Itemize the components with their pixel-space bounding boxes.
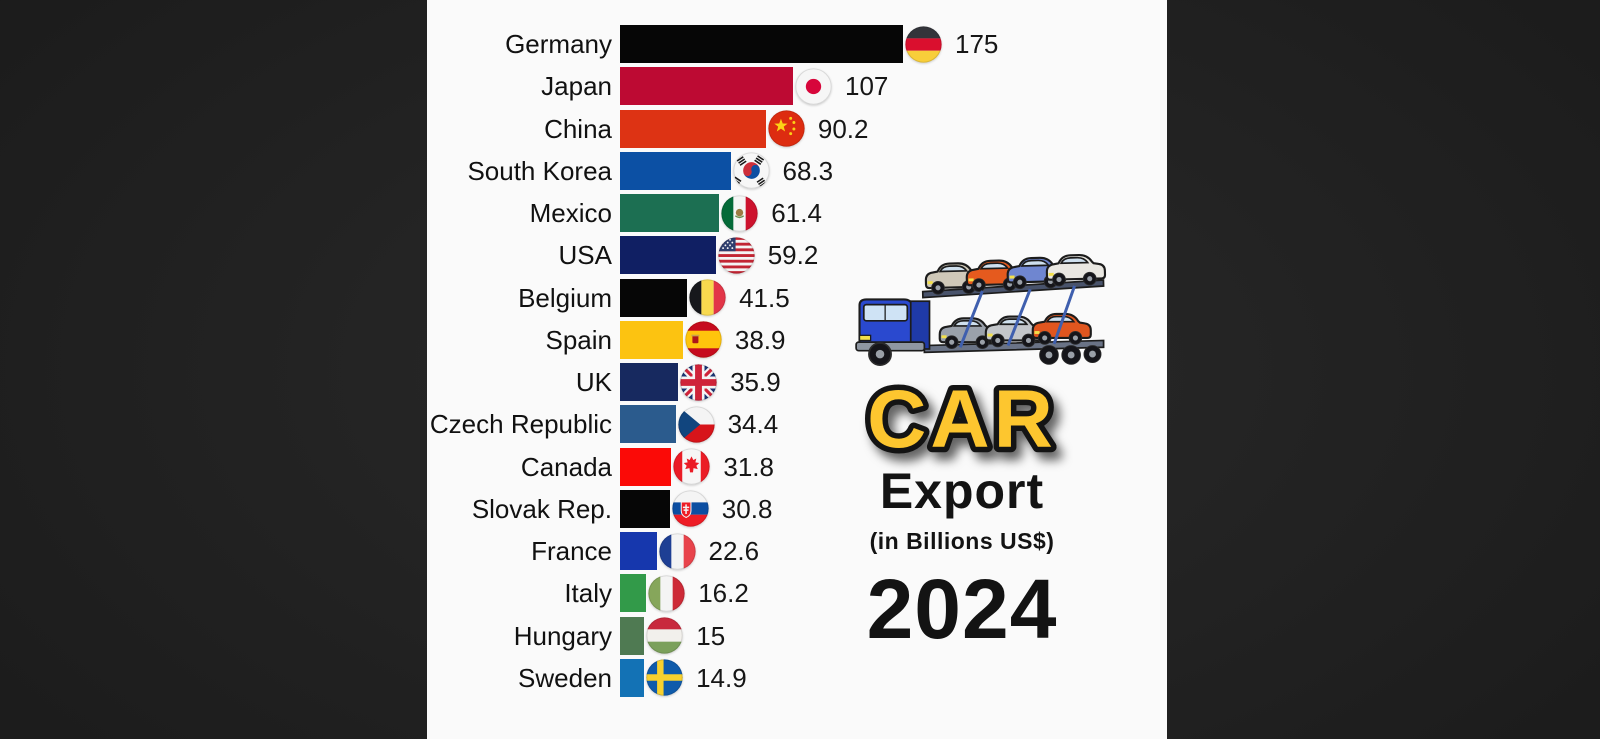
flag-spain-icon bbox=[685, 321, 722, 359]
flag-belgium-icon bbox=[689, 279, 726, 316]
bar-row-slovak-rep: Slovak Rep. 30.8 bbox=[427, 488, 1167, 530]
title-car-wordart: CAR bbox=[862, 369, 1059, 467]
value-label: 41.5 bbox=[739, 282, 790, 313]
country-label: Italy bbox=[564, 578, 612, 609]
bar-germany bbox=[620, 25, 903, 64]
flag-czech-republic-icon bbox=[677, 406, 715, 443]
bar-italy bbox=[620, 574, 647, 613]
value-label: 61.4 bbox=[771, 198, 822, 229]
bar-row-belgium: Belgium 41.5 bbox=[427, 277, 1167, 319]
bar-row-mexico: Mexico 61.4 bbox=[427, 192, 1167, 234]
flag-mexico-icon bbox=[721, 194, 758, 232]
bar-canada bbox=[620, 447, 672, 486]
bar-belgium bbox=[620, 278, 688, 317]
bar-row-italy: Italy 16.2 bbox=[427, 572, 1167, 614]
flag-uk-icon bbox=[680, 363, 717, 401]
value-label: 68.3 bbox=[782, 155, 834, 186]
car-carrier-truck-illustration bbox=[855, 254, 1107, 367]
bar-row-france: France 22.6 bbox=[427, 530, 1167, 572]
side-panel: CAR Export (in Billions US$) 2024 bbox=[797, 226, 1127, 651]
value-label: 22.6 bbox=[708, 536, 760, 567]
country-label: South Korea bbox=[467, 155, 612, 186]
value-label: 30.8 bbox=[721, 493, 773, 524]
unit-label: (in Billions US$) bbox=[869, 527, 1055, 554]
country-label: Spain bbox=[545, 324, 613, 355]
flag-slovakia-icon bbox=[672, 490, 709, 528]
country-label: USA bbox=[558, 240, 612, 271]
chart-canvas: Germany 175 Japan 107 China 90.2 South Korea 68… bbox=[427, 0, 1167, 739]
bar-france bbox=[620, 532, 657, 571]
bar-mexico bbox=[620, 194, 720, 233]
value-label: 35.9 bbox=[730, 367, 781, 398]
flag-germany-icon bbox=[905, 25, 942, 63]
bar-china bbox=[620, 109, 766, 148]
value-label: 16.2 bbox=[698, 578, 749, 609]
bar-row-china: China 90.2 bbox=[427, 108, 1167, 150]
country-label: Sweden bbox=[518, 662, 612, 693]
value-label: 38.9 bbox=[734, 324, 786, 355]
country-label: Mexico bbox=[529, 198, 612, 229]
bar-spain bbox=[620, 320, 683, 359]
flag-usa-icon bbox=[718, 237, 755, 274]
country-label: Czech Republic bbox=[429, 409, 612, 440]
bar-row-czech-republic: Czech Republic 34.4 bbox=[427, 403, 1167, 445]
flag-hungary-icon bbox=[646, 617, 683, 654]
bar-chart: Germany 175 Japan 107 China 90.2 South Korea 68… bbox=[427, 23, 1167, 699]
value-label: 14.9 bbox=[696, 662, 747, 693]
country-label: China bbox=[544, 113, 612, 144]
bar-row-sweden: Sweden 14.9 bbox=[427, 657, 1167, 699]
value-label: 175 bbox=[955, 29, 999, 60]
country-label: Hungary bbox=[513, 620, 612, 651]
bar-row-south-korea: South Korea 68.3 bbox=[427, 150, 1167, 192]
bar-row-uk: UK 35.9 bbox=[427, 361, 1167, 403]
bar-row-canada: Canada 31.8 bbox=[427, 446, 1167, 488]
country-label: France bbox=[531, 536, 612, 567]
flag-france-icon bbox=[658, 532, 696, 570]
country-label: UK bbox=[575, 367, 612, 398]
country-label: Belgium bbox=[518, 282, 612, 313]
value-label: 31.8 bbox=[723, 451, 774, 482]
country-label: Germany bbox=[505, 29, 612, 60]
flag-canada-icon bbox=[673, 448, 711, 485]
bar-row-japan: Japan 107 bbox=[427, 65, 1167, 107]
value-label: 107 bbox=[845, 71, 889, 102]
bar-czech-republic bbox=[620, 405, 676, 444]
bar-row-usa: USA 59.2 bbox=[427, 234, 1167, 276]
flag-china-icon bbox=[768, 110, 805, 147]
bar-row-hungary: Hungary 15 bbox=[427, 615, 1167, 657]
country-label: Japan bbox=[541, 71, 612, 102]
bar-slovak-rep bbox=[620, 489, 670, 528]
bar-usa bbox=[620, 236, 716, 275]
value-label: 59.2 bbox=[767, 240, 819, 271]
bar-hungary bbox=[620, 616, 645, 655]
title-car-text: CAR bbox=[867, 374, 1057, 465]
country-label: Canada bbox=[520, 451, 612, 482]
value-label: 15 bbox=[696, 620, 726, 651]
year-label: 2024 bbox=[866, 561, 1058, 656]
flag-italy-icon bbox=[648, 575, 685, 612]
bar-south-korea bbox=[620, 151, 731, 190]
bar-row-spain: Spain 38.9 bbox=[427, 319, 1167, 361]
flag-japan-icon bbox=[795, 68, 832, 105]
flag-sweden-icon bbox=[646, 659, 683, 697]
country-label: Slovak Rep. bbox=[471, 493, 612, 524]
value-label: 34.4 bbox=[727, 409, 779, 440]
bar-row-germany: Germany 175 bbox=[427, 23, 1167, 65]
title-export: Export bbox=[879, 463, 1045, 519]
bar-uk bbox=[620, 363, 679, 402]
bar-sweden bbox=[620, 658, 645, 697]
value-label: 90.2 bbox=[817, 113, 869, 144]
flag-south-korea-icon bbox=[732, 152, 770, 190]
bar-japan bbox=[620, 67, 793, 106]
